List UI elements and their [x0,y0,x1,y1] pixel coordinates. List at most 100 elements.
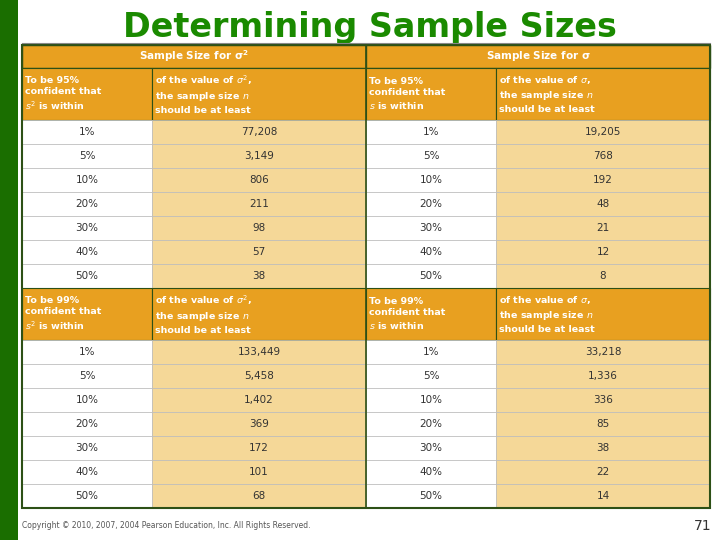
Bar [496,484,710,508]
Text: 50%: 50% [76,271,99,281]
Bar [496,412,710,436]
Bar [496,264,710,288]
Text: 1,336: 1,336 [588,372,618,381]
Text: 19,205: 19,205 [585,127,621,137]
Text: 38: 38 [596,443,610,453]
Bar [152,484,366,508]
Bar [496,120,710,144]
Bar [496,288,710,340]
Text: 5,458: 5,458 [244,372,274,381]
Bar [366,340,496,364]
Bar [496,364,710,388]
Text: 10%: 10% [420,395,443,405]
Bar [22,388,152,412]
Text: 98: 98 [253,223,266,233]
Text: 806: 806 [249,175,269,185]
Text: 33,218: 33,218 [585,347,621,357]
Bar [366,240,496,264]
Text: 30%: 30% [76,443,99,453]
Text: 71: 71 [694,519,712,533]
Text: 211: 211 [249,199,269,209]
Text: of the value of $\sigma$,
the sample size $n$
should be at least: of the value of $\sigma$, the sample siz… [499,294,595,334]
Bar [22,168,152,192]
Text: To be 95%
confident that
$s$ is within: To be 95% confident that $s$ is within [369,77,446,111]
Text: 5%: 5% [423,151,439,161]
Text: 172: 172 [249,443,269,453]
Text: 50%: 50% [420,491,443,501]
Text: 192: 192 [593,175,613,185]
Bar [22,45,710,508]
Bar [152,240,366,264]
Bar [366,364,496,388]
Bar [366,168,496,192]
Text: 101: 101 [249,467,269,477]
Bar [22,364,152,388]
Bar [152,68,366,120]
Text: 40%: 40% [420,467,443,477]
Text: 30%: 30% [420,443,443,453]
Text: 20%: 20% [76,419,99,429]
Bar [496,216,710,240]
Bar [496,192,710,216]
Bar [366,45,710,68]
Bar [366,436,496,460]
Text: 336: 336 [593,395,613,405]
Text: 5%: 5% [423,372,439,381]
Text: 1%: 1% [78,347,95,357]
Bar [366,460,496,484]
Text: 133,449: 133,449 [238,347,281,357]
Bar [22,460,152,484]
Bar [366,264,496,288]
Text: To be 99%
confident that
$s$ is within: To be 99% confident that $s$ is within [369,297,446,332]
Text: 50%: 50% [76,491,99,501]
Bar [496,240,710,264]
Text: To be 95%
confident that
$s^2$ is within: To be 95% confident that $s^2$ is within [25,76,102,112]
Text: 38: 38 [253,271,266,281]
Bar [152,436,366,460]
Bar [366,288,496,340]
Bar [366,192,496,216]
Text: 40%: 40% [420,247,443,257]
Text: 22: 22 [596,467,610,477]
Text: Copyright © 2010, 2007, 2004 Pearson Education, Inc. All Rights Reserved.: Copyright © 2010, 2007, 2004 Pearson Edu… [22,522,310,530]
Text: of the value of $\sigma$,
the sample size $n$
should be at least: of the value of $\sigma$, the sample siz… [499,74,595,114]
Text: 1%: 1% [78,127,95,137]
Bar [152,168,366,192]
Bar [152,364,366,388]
Text: To be 99%
confident that
$s^2$ is within: To be 99% confident that $s^2$ is within [25,296,102,333]
Text: 30%: 30% [420,223,443,233]
Bar [152,388,366,412]
Bar [496,68,710,120]
Bar [22,192,152,216]
Bar [366,412,496,436]
Bar [152,340,366,364]
Text: 20%: 20% [420,199,443,209]
Bar [152,192,366,216]
Bar [22,216,152,240]
Bar [22,484,152,508]
Bar [152,412,366,436]
Bar [366,484,496,508]
Text: 10%: 10% [76,175,99,185]
Bar [22,340,152,364]
Bar [22,412,152,436]
Bar [152,216,366,240]
Bar [366,388,496,412]
Bar [496,144,710,168]
Text: 768: 768 [593,151,613,161]
Text: 14: 14 [596,491,610,501]
Text: 40%: 40% [76,247,99,257]
Text: 1,402: 1,402 [244,395,274,405]
Bar [22,120,152,144]
Bar [366,216,496,240]
Text: 369: 369 [249,419,269,429]
Bar [366,120,496,144]
Text: 10%: 10% [420,175,443,185]
Text: 30%: 30% [76,223,99,233]
Text: Determining Sample Sizes: Determining Sample Sizes [123,10,617,44]
Text: Sample Size for $\mathbf{\sigma^2}$: Sample Size for $\mathbf{\sigma^2}$ [139,49,249,64]
Text: 5%: 5% [78,372,95,381]
Text: 3,149: 3,149 [244,151,274,161]
Text: 1%: 1% [423,127,439,137]
Bar [22,45,366,68]
